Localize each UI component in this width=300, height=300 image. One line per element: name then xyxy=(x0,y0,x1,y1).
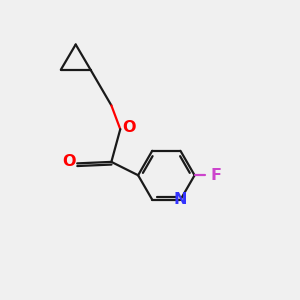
Text: O: O xyxy=(62,154,76,169)
Text: F: F xyxy=(210,168,221,183)
Text: O: O xyxy=(122,120,135,135)
Text: N: N xyxy=(174,192,187,207)
